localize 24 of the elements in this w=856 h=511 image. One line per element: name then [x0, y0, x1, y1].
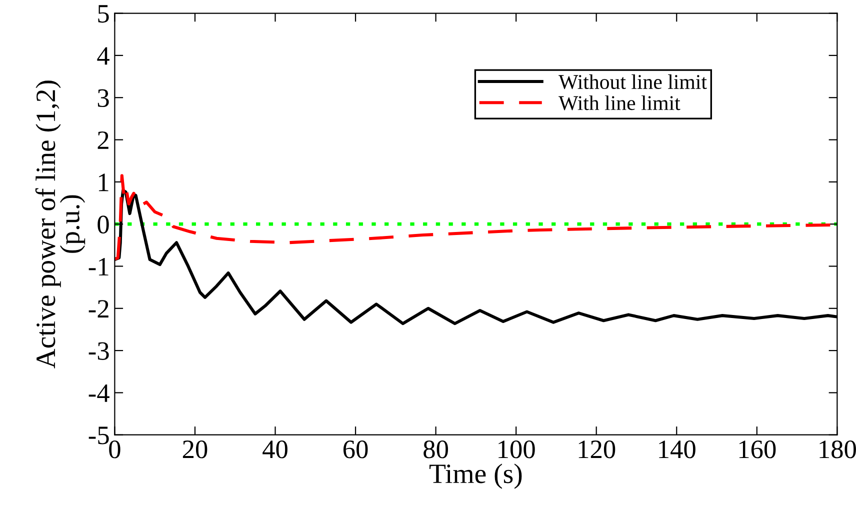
x-tick-label: 100 — [498, 440, 535, 458]
legend-label: Without line limit — [558, 74, 707, 90]
x-tick-label: 60 — [343, 440, 368, 458]
y-tick-label: -1 — [88, 258, 108, 276]
x-tick-label: 160 — [739, 440, 776, 458]
y-tick-label: -2 — [88, 300, 108, 318]
x-axis-title: Time (s) — [429, 464, 522, 489]
x-tick-label: 80 — [424, 440, 448, 458]
y-axis-title: Active power of line (1,2) (p.u.) — [35, 80, 86, 368]
x-tick-label: 140 — [659, 440, 696, 458]
y-tick-label: 4 — [97, 47, 110, 65]
x-tick-label: 120 — [578, 440, 616, 458]
y-tick-label: -5 — [88, 426, 109, 444]
x-tick-label: 40 — [262, 440, 288, 458]
y-tick-label: 0 — [98, 216, 109, 234]
y-tick-label: 5 — [98, 5, 109, 23]
y-tick-label: 3 — [98, 89, 109, 108]
y-tick-label: 2 — [98, 131, 108, 149]
legend-label: With line limit — [558, 95, 680, 110]
y-tick-label: -4 — [88, 384, 110, 402]
x-tick-label: 180 — [820, 440, 856, 458]
x-tick-label: 20 — [182, 440, 208, 458]
y-tick-label: -3 — [88, 342, 109, 360]
y-tick-label: 1 — [98, 174, 108, 192]
